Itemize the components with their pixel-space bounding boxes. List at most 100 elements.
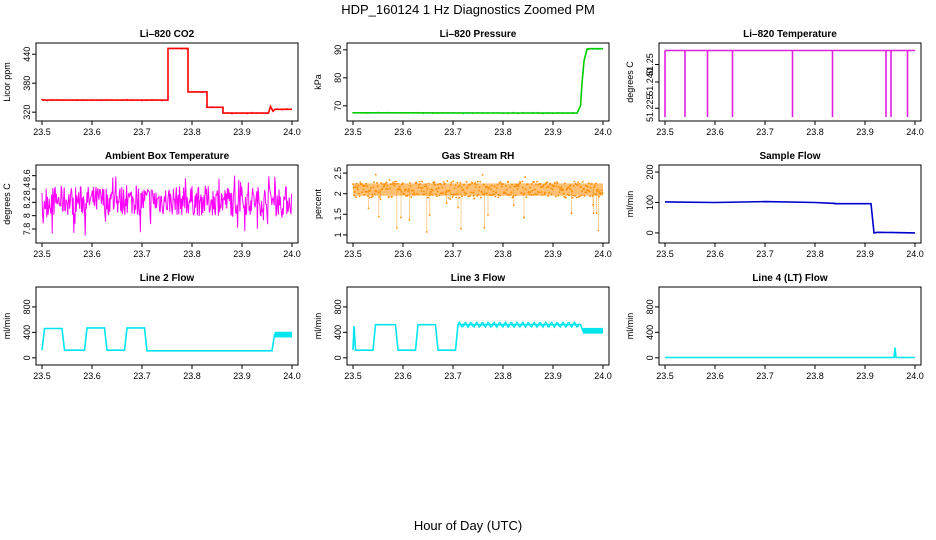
series-band — [353, 183, 603, 196]
series-point — [460, 227, 462, 230]
x-tick-label: 23.6 — [83, 249, 101, 259]
series-point — [452, 112, 454, 114]
plot-frame — [35, 42, 299, 122]
x-tick-label: 23.5 — [656, 127, 674, 137]
series-point — [261, 112, 263, 115]
series-point — [417, 111, 419, 114]
series-point — [370, 196, 373, 199]
y-tick-label: 51.25 — [645, 53, 655, 76]
x-tick-label: 23.5 — [344, 371, 362, 381]
x-tick-label: 23.8 — [183, 127, 201, 137]
panel-title: Line 4 (LT) Flow — [752, 273, 828, 284]
x-tick-label: 24.0 — [906, 127, 924, 137]
x-tick-label: 23.6 — [394, 127, 412, 137]
x-tick-label: 23.9 — [856, 371, 874, 381]
y-tick-label: 200 — [645, 165, 655, 180]
panel-9: Line 4 (LT) Flow 23.5 23.6 23.7 23.8 23.9 24.0… — [625, 273, 924, 381]
series-point — [552, 112, 554, 115]
series-point — [373, 181, 375, 184]
series-point — [106, 98, 108, 101]
series-point — [206, 106, 208, 108]
x-tick-label: 23.6 — [394, 249, 412, 259]
series-point — [421, 180, 423, 183]
series-point — [427, 196, 429, 199]
series-point — [524, 176, 527, 178]
series-point — [546, 181, 549, 184]
series-point — [447, 196, 450, 199]
series-point — [81, 99, 83, 102]
series-point — [391, 195, 393, 198]
series-point — [76, 99, 78, 102]
series-point — [497, 196, 500, 199]
x-tick-label: 23.6 — [706, 127, 724, 137]
x-tick-label: 23.9 — [544, 371, 562, 381]
series-point — [46, 99, 48, 102]
series-point — [357, 111, 359, 114]
series-point — [494, 195, 497, 198]
y-tick-label: 380 — [22, 76, 32, 91]
panel-3: Li–820 Temperature 23.5 23.6 23.7 23.8 23.9 24… — [625, 29, 924, 137]
panel-title: Line 2 Flow — [140, 273, 195, 284]
x-tick-label: 23.9 — [856, 249, 874, 259]
x-tick-label: 24.0 — [283, 371, 301, 381]
plot-frame — [35, 286, 299, 366]
x-tick-label: 23.7 — [756, 249, 774, 259]
series-point — [474, 181, 477, 184]
y-tick-label: 320 — [22, 105, 32, 120]
x-tick-label: 23.8 — [494, 127, 512, 137]
x-tick-label: 24.0 — [283, 127, 301, 137]
series-point — [533, 181, 536, 183]
y-axis-label: ml/min — [625, 191, 635, 218]
x-tick-label: 23.7 — [133, 127, 151, 137]
series-line — [665, 347, 915, 359]
series-point — [587, 48, 589, 51]
series-point — [459, 181, 462, 184]
series-point — [236, 112, 238, 115]
series-point — [481, 174, 484, 176]
series-point — [432, 112, 434, 115]
x-tick-label: 23.6 — [706, 249, 724, 259]
series-point — [573, 180, 576, 183]
series-point — [581, 181, 584, 183]
series-point — [456, 181, 459, 184]
y-tick-label: 400 — [645, 325, 655, 340]
series-point — [66, 99, 68, 101]
series-point — [589, 195, 591, 198]
x-tick-label: 23.7 — [444, 371, 462, 381]
series-point — [116, 99, 118, 102]
y-axis-label: ml/min — [625, 313, 635, 340]
series-point — [377, 111, 379, 114]
series-point — [161, 99, 163, 102]
series-point — [286, 107, 288, 110]
series-point — [521, 180, 524, 183]
x-tick-label: 23.7 — [444, 249, 462, 259]
series-point — [380, 182, 383, 184]
series-point — [473, 197, 476, 200]
x-tick-label: 24.0 — [594, 371, 612, 381]
plot-frame — [346, 42, 610, 122]
y-axis-label: ml/min — [313, 313, 323, 340]
series-point — [482, 112, 484, 114]
y-tick-label: 1 — [333, 232, 343, 237]
series-point — [56, 98, 58, 101]
series-point — [452, 180, 455, 183]
series-point — [562, 112, 564, 114]
y-axis-label: degrees C — [625, 61, 635, 103]
x-tick-label: 23.7 — [133, 371, 151, 381]
y-tick-label: 8.2 — [22, 196, 32, 209]
x-tick-label: 23.5 — [33, 127, 51, 137]
series-point — [359, 181, 362, 184]
series-point — [276, 108, 278, 110]
series-point — [557, 111, 559, 114]
x-tick-label: 23.5 — [344, 127, 362, 137]
series-point — [517, 112, 519, 115]
y-tick-label: 800 — [645, 299, 655, 314]
x-tick-label: 23.9 — [544, 127, 562, 137]
series-point — [479, 196, 482, 199]
x-tick-label: 23.5 — [344, 249, 362, 259]
panel-8: Line 3 Flow 23.5 23.6 23.7 23.8 23.9 24.0 0 400 8… — [313, 273, 612, 381]
x-tick-label: 23.7 — [756, 127, 774, 137]
series-point — [422, 112, 424, 115]
series-point — [578, 195, 581, 198]
